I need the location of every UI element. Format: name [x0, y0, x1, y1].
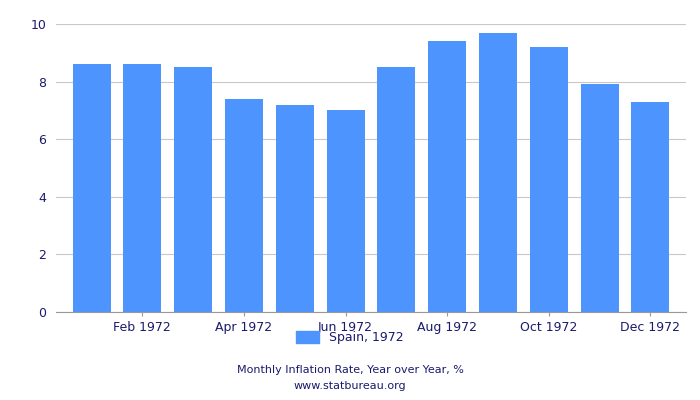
Bar — [631, 102, 669, 312]
Bar — [123, 64, 162, 312]
Bar — [479, 33, 517, 312]
Bar — [580, 84, 619, 312]
Bar — [530, 47, 568, 312]
Text: Monthly Inflation Rate, Year over Year, %: Monthly Inflation Rate, Year over Year, … — [237, 365, 463, 375]
Legend: Spain, 1972: Spain, 1972 — [291, 326, 409, 349]
Text: www.statbureau.org: www.statbureau.org — [294, 381, 406, 391]
Bar — [225, 99, 263, 312]
Bar — [326, 110, 365, 312]
Bar — [73, 64, 111, 312]
Bar — [276, 105, 314, 312]
Bar — [377, 67, 416, 312]
Bar — [428, 41, 466, 312]
Bar — [174, 67, 212, 312]
